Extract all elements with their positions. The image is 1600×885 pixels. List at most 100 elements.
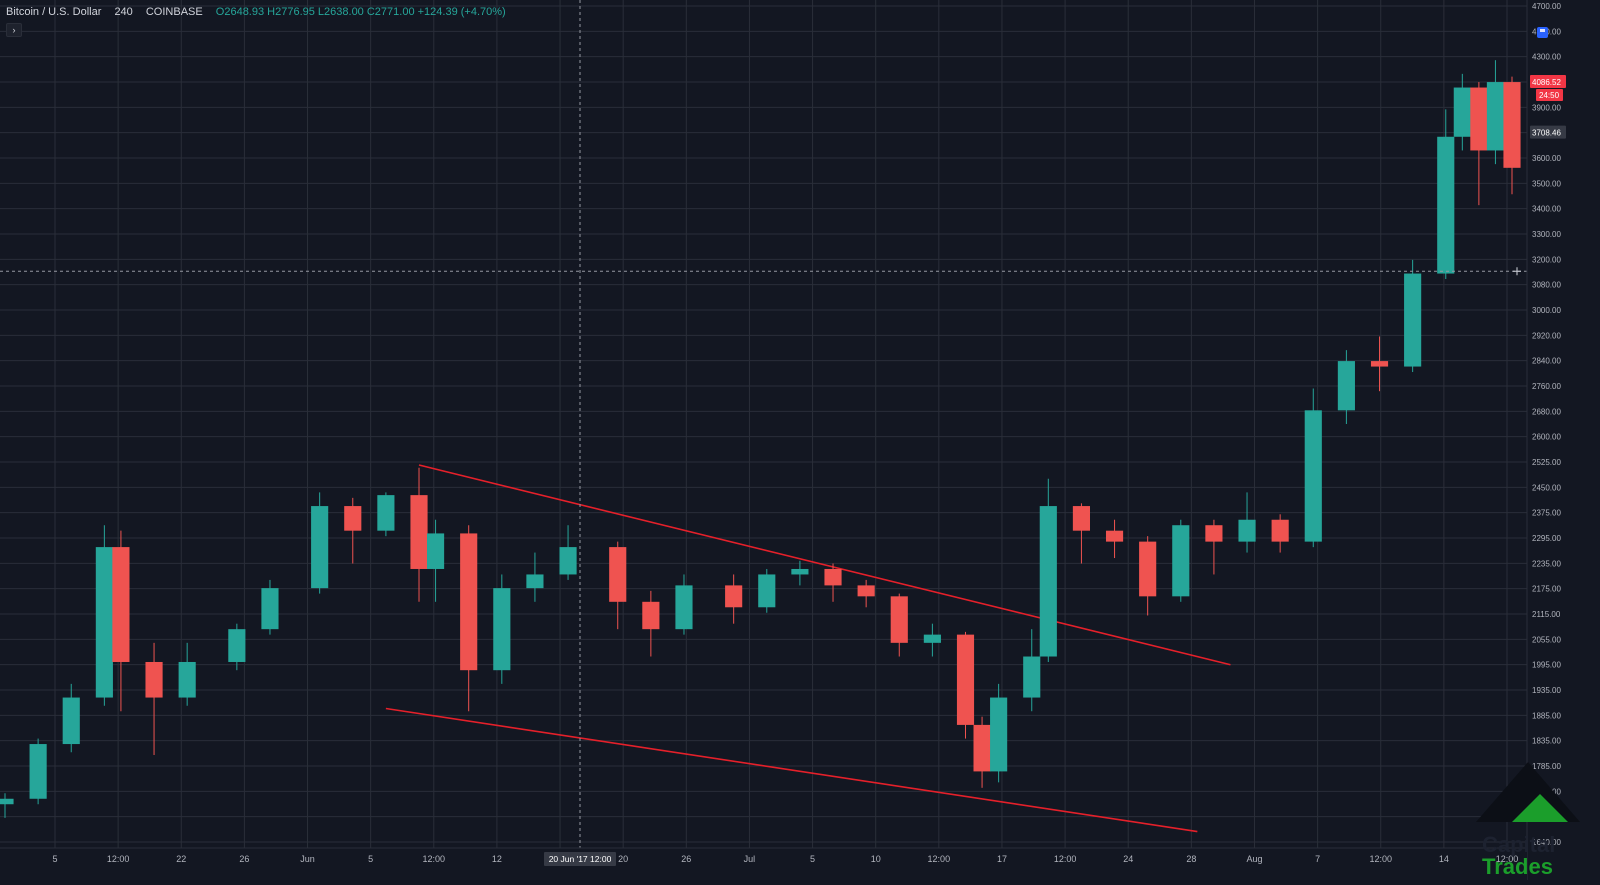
symbol-name: Bitcoin / U.S. Dollar: [6, 6, 102, 18]
candle-body: [29, 744, 47, 799]
crosshair: [0, 0, 1527, 848]
exchange-label: COINBASE: [145, 6, 203, 18]
watermark-line-2: Trades: [1482, 854, 1553, 879]
time-tick-label: 26: [681, 854, 691, 864]
time-tick-label: 28: [1186, 854, 1196, 864]
price-tick-label: 1785.00: [1532, 762, 1561, 771]
candle-body: [1370, 361, 1389, 367]
price-tick-label: 3080.00: [1532, 281, 1561, 290]
price-tick-label: 4086.52: [1532, 78, 1561, 87]
time-tick-label: 12: [492, 854, 502, 864]
candle-body: [1105, 530, 1124, 542]
candle-body: [1337, 361, 1355, 411]
crosshair-time-label: 20 Jun '17 12:00: [549, 854, 612, 864]
candle-body: [675, 585, 693, 630]
candle-body: [1205, 525, 1223, 542]
time-tick-label: Jun: [300, 854, 315, 864]
price-tick-label: 2600.00: [1532, 433, 1561, 442]
time-tick-label: 12:00: [1496, 854, 1519, 864]
time-tick-label: 12:00: [423, 854, 446, 864]
price-tick-label: 2840.00: [1532, 357, 1561, 366]
candle-body: [427, 533, 445, 569]
price-tick-label: 2680.00: [1532, 407, 1561, 416]
price-tick-label: 2295.00: [1532, 534, 1561, 543]
watermark-logo: Capital Trades: [1476, 762, 1596, 880]
time-tick-label: 12:00: [107, 854, 130, 864]
candle-body: [1238, 519, 1256, 542]
price-tick-label: 3500.00: [1532, 179, 1561, 188]
candle-body: [1503, 82, 1521, 168]
candle-body: [0, 798, 14, 805]
candle-body: [178, 661, 196, 698]
countdown-badge: [1536, 89, 1563, 101]
collapse-legend-button[interactable]: ›: [6, 23, 22, 37]
time-tick-label: 7: [1315, 854, 1320, 864]
price-tick-label: 2525.00: [1532, 458, 1561, 467]
candle-body: [923, 634, 941, 643]
candle-body: [112, 547, 130, 662]
candle-body: [642, 601, 660, 630]
price-tick-label: 2055.00: [1532, 635, 1561, 644]
candle-body: [1039, 506, 1057, 657]
price-tick-label: 2375.00: [1532, 509, 1561, 518]
time-tick-label: 20: [618, 854, 628, 864]
trendline: [418, 464, 1231, 666]
price-tick-label: 3400.00: [1532, 205, 1561, 214]
candles: [0, 60, 1521, 818]
price-tick-label: 1835.00: [1532, 737, 1561, 746]
time-tick-label: 26: [239, 854, 249, 864]
candle-body: [228, 629, 246, 662]
candle-body: [95, 547, 113, 698]
trendlines: [385, 464, 1231, 833]
price-tick-label: 2450.00: [1532, 483, 1561, 492]
price-tick-label: 2235.00: [1532, 559, 1561, 568]
candle-body: [526, 574, 544, 589]
time-tick-label: 12:00: [1054, 854, 1077, 864]
candle-body: [1437, 136, 1455, 274]
countdown-label: 24:50: [1539, 91, 1560, 100]
interval-label: 240: [114, 6, 133, 18]
candle-body: [956, 634, 975, 725]
grid: [0, 0, 1527, 848]
price-tick-label: 3600.00: [1532, 154, 1561, 163]
candle-body: [1023, 656, 1041, 698]
candle-body: [344, 506, 362, 531]
candle-body: [1453, 87, 1471, 137]
candle-body: [1404, 273, 1422, 367]
price-tick-label: 2175.00: [1532, 585, 1561, 594]
time-tick-label: 12:00: [1369, 854, 1392, 864]
price-tick-label: 3300.00: [1532, 230, 1561, 239]
watermark-text: Capital Trades: [1482, 834, 1555, 878]
watermark-line-1: Capital: [1482, 832, 1556, 857]
candle-body: [261, 588, 279, 630]
candle-body: [311, 506, 329, 589]
time-axis: 5 12:00 22 26 Jun 5 12:00 12 12:00 20 26 Jul 5 10 12:0…: [0, 847, 1527, 880]
time-tick-label: Jul: [744, 854, 756, 864]
save-icon[interactable]: [1537, 27, 1548, 38]
time-tick-label: 10: [871, 854, 881, 864]
time-tick-label: 5: [810, 854, 815, 864]
price-tick-label: 2920.00: [1532, 331, 1561, 340]
candle-body: [973, 724, 991, 772]
crosshair-price-badge: [1530, 125, 1566, 139]
time-tick-label: 24: [1123, 854, 1133, 864]
candle-body: [990, 697, 1008, 772]
price-tick-label: 2760.00: [1532, 382, 1561, 391]
candle-body: [857, 585, 875, 597]
price-tick-label: 1995.00: [1532, 661, 1561, 670]
time-tick-label: 12:00: [928, 854, 951, 864]
price-tick-label: 3900.00: [1532, 103, 1561, 112]
candle-body: [791, 568, 809, 575]
candle-body: [824, 568, 842, 586]
time-tick-label: 14: [1439, 854, 1449, 864]
trendline: [385, 707, 1198, 833]
candle-body: [1271, 519, 1289, 542]
price-tick-label: 3200.00: [1532, 255, 1561, 264]
ohlc-values: O2648.93 H2776.95 L2638.00 C2771.00 +124…: [215, 6, 506, 18]
symbol-legend[interactable]: Bitcoin / U.S. Dollar 240 COINBASE O2648…: [6, 6, 512, 18]
candle-body: [62, 697, 80, 745]
candle-body: [1486, 82, 1505, 151]
candle-body: [1172, 525, 1190, 597]
